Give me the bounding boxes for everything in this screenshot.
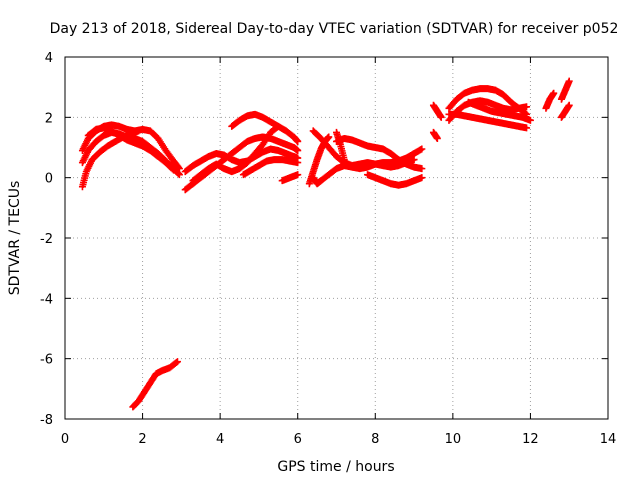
data-point: [170, 166, 178, 174]
x-tick-label: 10: [445, 432, 462, 447]
y-tick-label: -8: [40, 413, 53, 428]
x-tick-label: 8: [371, 432, 379, 447]
data-point: [410, 156, 418, 164]
chart-title: Day 213 of 2018, Sidereal Day-to-day VTE…: [50, 21, 619, 37]
series-arc-h: [228, 110, 302, 145]
series-arc-v: [445, 110, 531, 132]
y-axis-ticks: -8 -6 -4 -2 0 2 4: [40, 51, 608, 428]
series-arc-x: [542, 89, 558, 112]
y-tick-label: 4: [45, 51, 53, 66]
data-point: [294, 171, 302, 179]
data-point: [418, 174, 426, 182]
data-point: [273, 123, 281, 131]
y-axis-label: SDTVAR / TECUs: [7, 181, 23, 296]
x-axis-label: GPS time / hours: [277, 459, 394, 475]
data-point: [274, 122, 282, 130]
series-arc-j: [239, 156, 302, 179]
x-tick-label: 6: [294, 432, 302, 447]
x-tick-label: 2: [138, 432, 146, 447]
y-tick-label: -4: [40, 292, 53, 307]
series-arc-o: [364, 171, 426, 189]
data-point: [526, 116, 534, 124]
series-arc-i: [189, 122, 282, 185]
data-point: [175, 170, 183, 178]
x-tick-label: 4: [216, 432, 224, 447]
y-tick-label: 0: [45, 172, 53, 187]
data-point: [523, 103, 531, 111]
data-point: [173, 358, 181, 366]
data-point: [294, 147, 302, 155]
data-point: [135, 127, 143, 135]
x-tick-label: 14: [600, 432, 617, 447]
data-point: [294, 159, 302, 167]
data-point: [550, 89, 558, 97]
x-tick-label: 0: [61, 432, 69, 447]
data-point: [294, 137, 302, 145]
y-tick-label: -2: [40, 232, 53, 247]
series-arc-r: [429, 101, 445, 121]
series-arc-k: [278, 171, 302, 185]
data-point: [437, 113, 445, 121]
series-arc-d: [84, 124, 178, 174]
data-point: [168, 165, 176, 173]
data-point: [175, 171, 183, 179]
series-arc-y: [557, 77, 573, 103]
y-tick-label: 2: [45, 111, 53, 126]
series-arc-e: [129, 358, 181, 411]
data-point: [565, 101, 573, 109]
data-point: [565, 77, 573, 85]
data-point: [325, 133, 333, 141]
data-point: [340, 156, 348, 164]
data-point: [418, 145, 426, 153]
data-point: [418, 165, 426, 173]
data-point: [172, 359, 180, 367]
series-arc-w: [464, 98, 534, 124]
y-tick-label: -6: [40, 353, 53, 368]
series-arc-q: [333, 128, 348, 164]
series-arc-p: [305, 133, 333, 188]
data-point: [433, 134, 441, 142]
data-point: [523, 124, 531, 132]
x-tick-label: 12: [522, 432, 539, 447]
series-arc-z: [557, 101, 573, 121]
data-points: [78, 77, 573, 411]
x-axis-ticks: 0 2 4 6 8 10 12 14: [61, 57, 616, 447]
series-arc-s: [429, 128, 441, 142]
